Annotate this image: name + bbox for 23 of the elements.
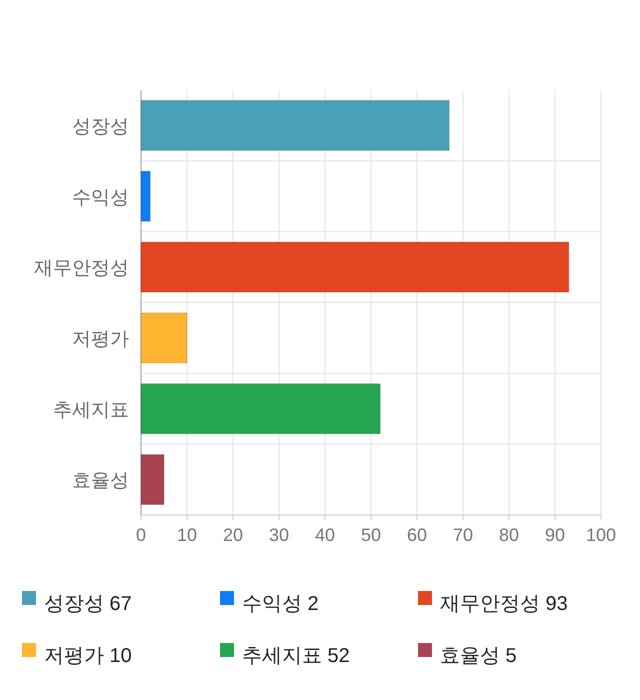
y-tick-label: 재무안정성 xyxy=(34,258,129,280)
legend-label: 효율성 5 xyxy=(440,645,517,667)
x-tick-label: 10 xyxy=(176,525,198,545)
x-tick-label: 50 xyxy=(360,525,382,545)
y-tick-label: 추세지표 xyxy=(53,400,129,421)
x-tick-label: 100 xyxy=(586,525,616,545)
legend-label: 저평가 10 xyxy=(44,645,132,667)
x-tick-label: 0 xyxy=(136,525,146,545)
legend-label: 추세지표 52 xyxy=(242,645,350,667)
legend-label: 성장성 67 xyxy=(44,593,132,615)
x-tick-label: 30 xyxy=(268,525,290,545)
x-tick-label: 60 xyxy=(406,525,428,545)
x-tick-label: 20 xyxy=(222,525,244,545)
y-tick-label: 수익성 xyxy=(72,187,129,208)
x-tick-label: 80 xyxy=(498,525,520,545)
y-tick-label: 성장성 xyxy=(72,116,129,138)
y-tick-label: 저평가 xyxy=(72,328,129,350)
legend-label: 수익성 2 xyxy=(242,593,319,615)
legend-label: 재무안정성 93 xyxy=(440,593,568,615)
x-tick-label: 90 xyxy=(544,525,566,545)
x-tick-label: 70 xyxy=(452,525,474,545)
y-tick-label: 효율성 xyxy=(72,470,129,492)
x-tick-label: 40 xyxy=(314,525,336,545)
